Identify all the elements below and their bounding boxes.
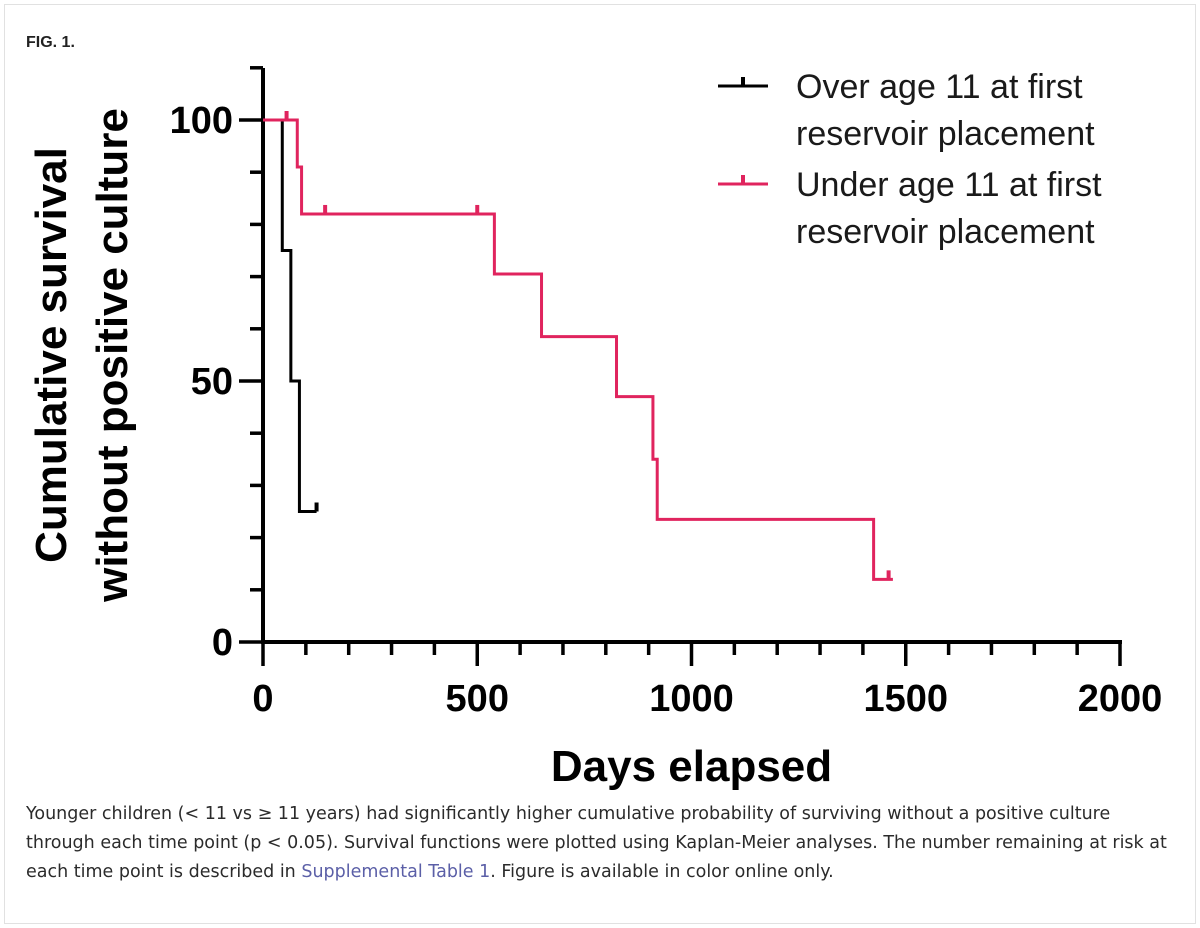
y-axis-title-line1: Cumulative survival bbox=[27, 147, 76, 563]
series-1-line bbox=[263, 118, 317, 513]
x-tick-label: 500 bbox=[446, 678, 509, 720]
legend-2-label: reservoir placement bbox=[796, 213, 1095, 251]
figure-label: FIG. 1. bbox=[26, 34, 75, 51]
y-tick-label: 100 bbox=[170, 100, 233, 142]
caption-text-end: . Figure is available in color online on… bbox=[490, 862, 834, 882]
x-tick-label: 2000 bbox=[1078, 678, 1163, 720]
series-2-line bbox=[263, 118, 893, 581]
legend-1-label: Over age 11 at first bbox=[796, 68, 1083, 106]
y-tick-label: 50 bbox=[191, 361, 233, 403]
supplemental-table-link[interactable]: Supplemental Table 1 bbox=[301, 862, 491, 882]
x-tick-label: 1000 bbox=[649, 678, 734, 720]
legend-2-label: Under age 11 at first bbox=[796, 166, 1102, 204]
caption-text-start: Younger children (< 11 vs ≥ 11 years) ha… bbox=[26, 804, 1167, 882]
x-tick-label: 0 bbox=[252, 678, 273, 720]
x-axis-title: Days elapsed bbox=[551, 742, 832, 791]
legend-1-label: reservoir placement bbox=[796, 115, 1095, 153]
figure-caption: Younger children (< 11 vs ≥ 11 years) ha… bbox=[26, 800, 1176, 887]
y-axis-title-line2: without positive culture bbox=[88, 108, 137, 603]
x-tick-label: 1500 bbox=[863, 678, 948, 720]
figure-panel bbox=[4, 4, 1196, 924]
y-tick-label: 0 bbox=[212, 622, 233, 664]
